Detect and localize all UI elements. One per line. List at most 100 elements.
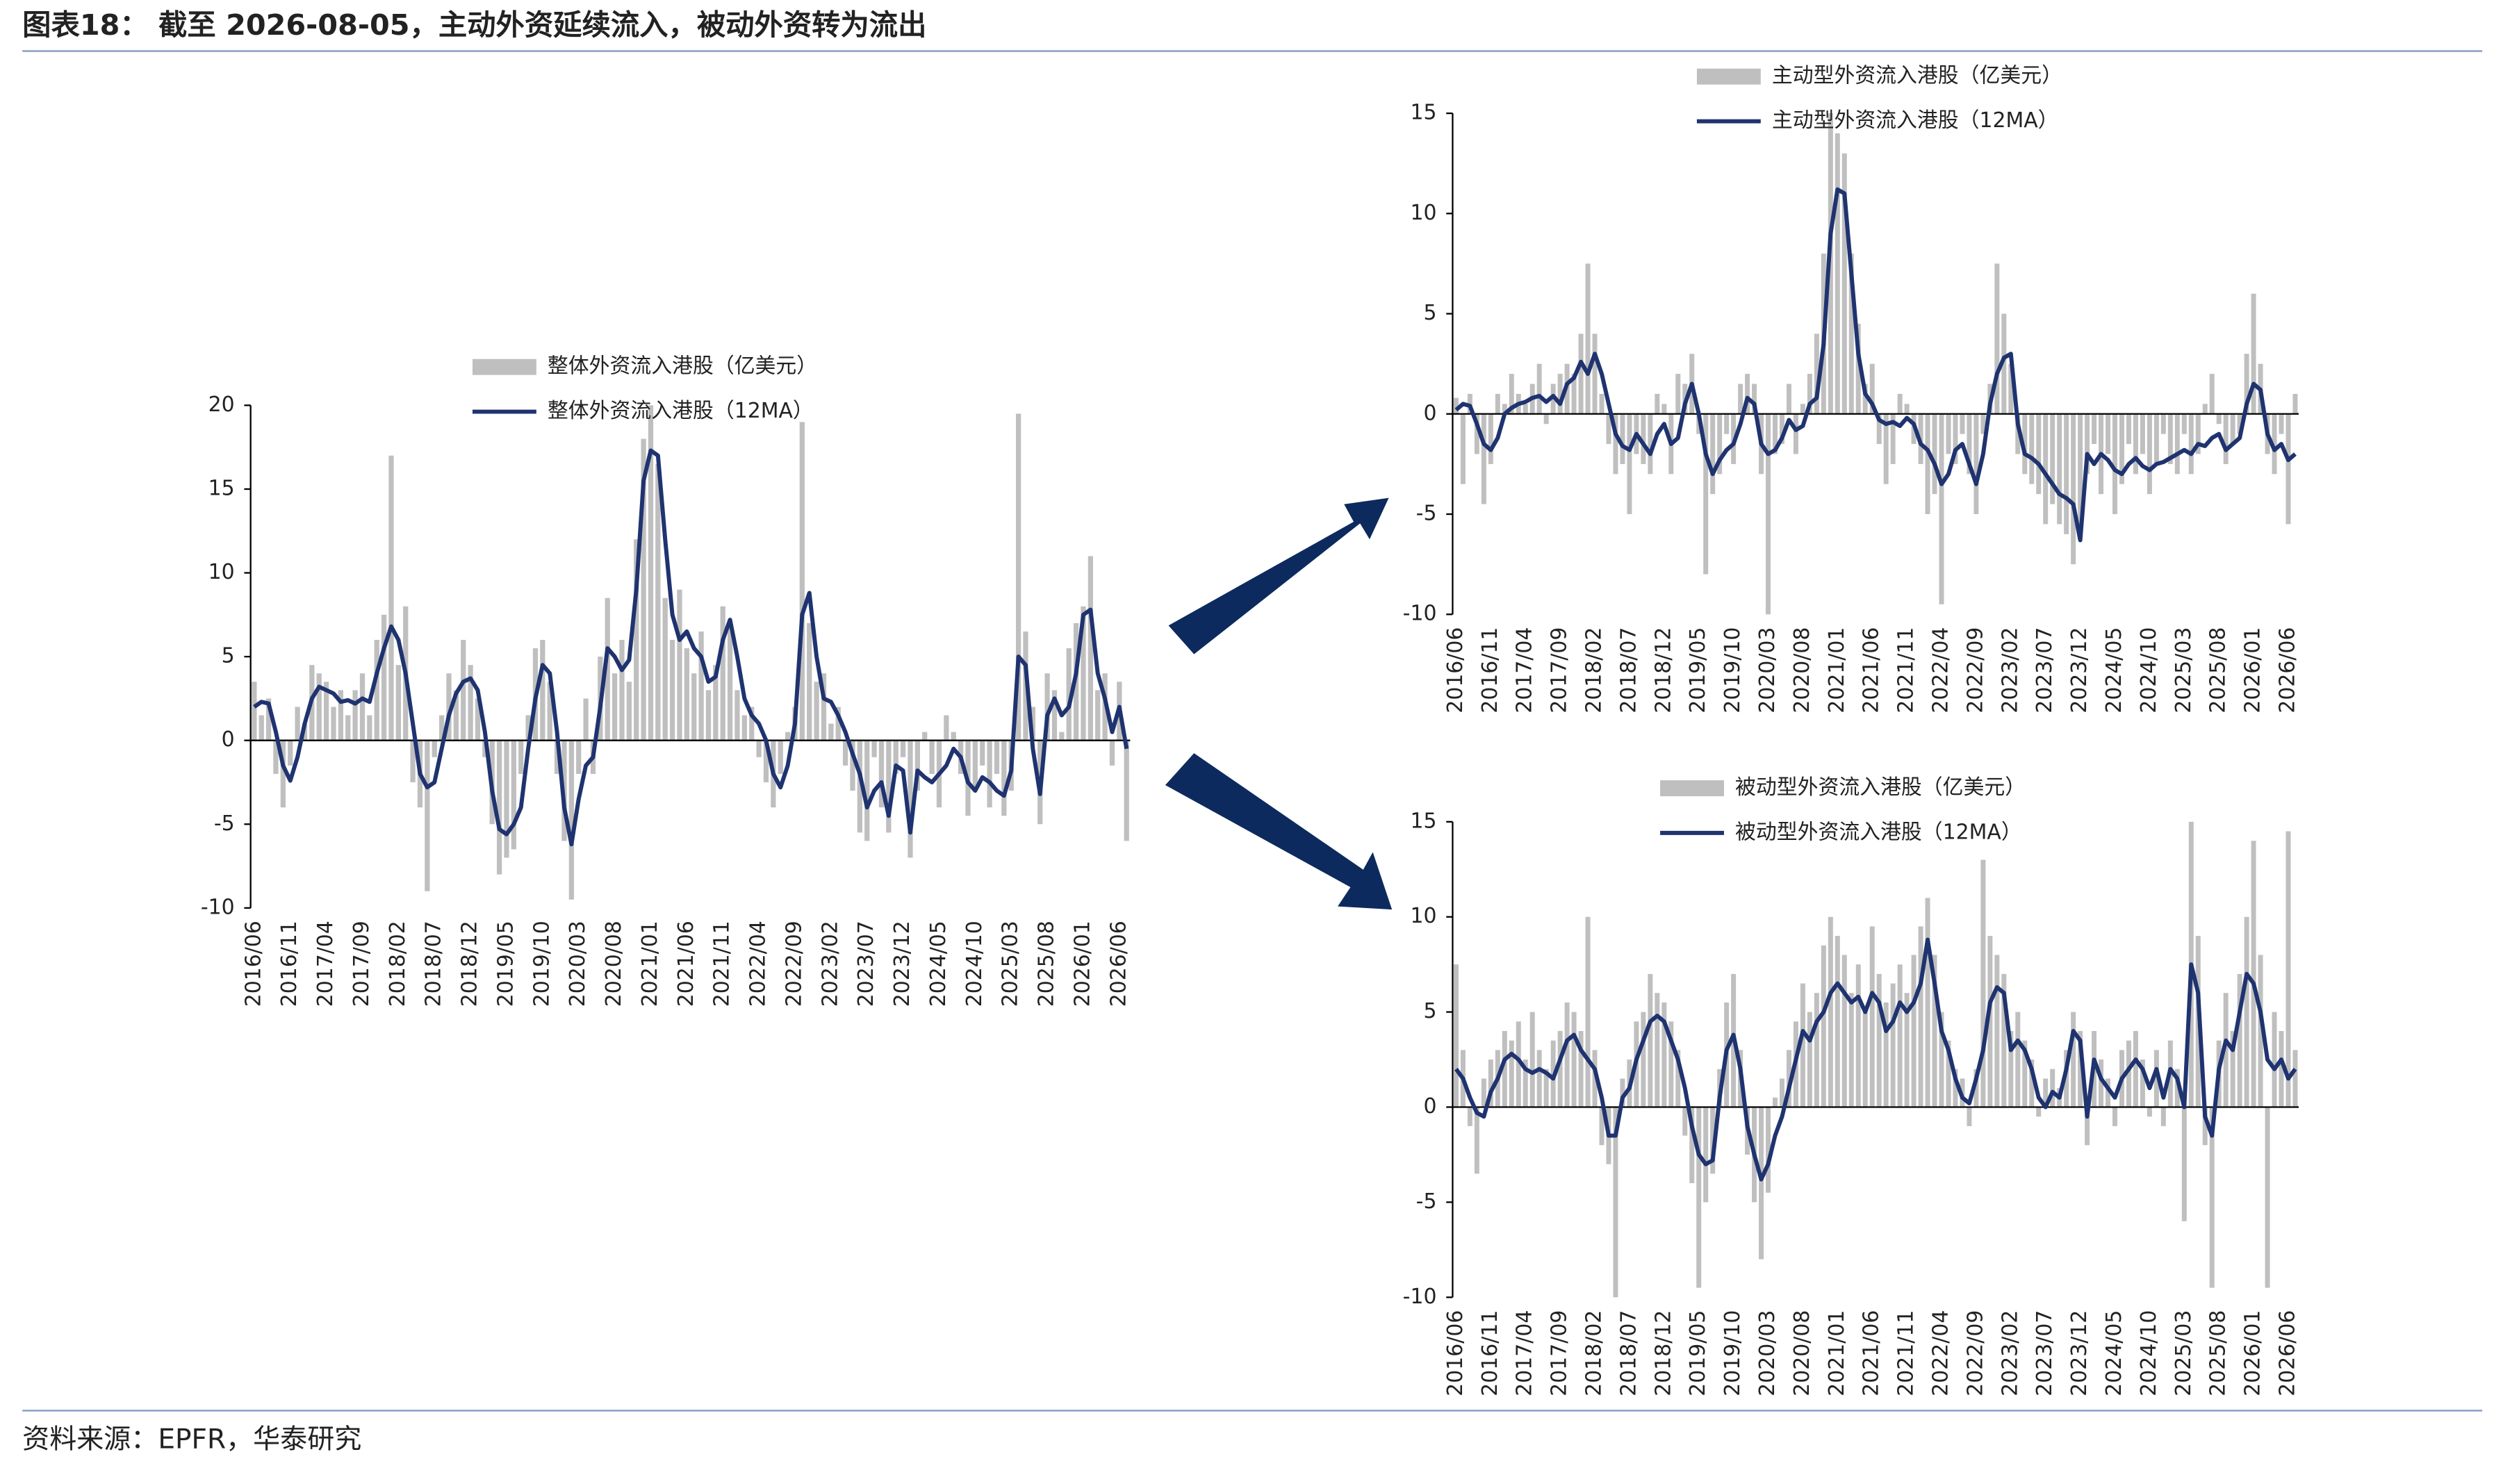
bar [1523,404,1528,414]
legend-label: 被动型外资流入港股（亿美元） [1735,775,2026,800]
x-tick-label: 2023/02 [1998,627,2022,714]
bar [1925,898,1930,1107]
bar [1703,413,1709,575]
bar [900,740,906,757]
bar [1655,993,1660,1107]
bar [634,539,639,741]
bar [2043,1078,2049,1107]
x-tick-label: 2016/06 [1443,627,1468,714]
bar [1488,413,1493,464]
bar [1855,323,1861,414]
y-tick-label: 20 [208,393,235,417]
bar [1661,1002,1667,1107]
bar [1987,936,1993,1107]
bar [2195,413,2201,454]
bar [395,665,401,741]
bar [1599,1107,1605,1146]
bar [1869,363,1875,414]
x-tick-label: 2021/01 [1825,1310,1849,1396]
bar [410,740,416,782]
bar [1793,413,1798,454]
x-tick-label: 2024/10 [2137,1310,2161,1396]
y-tick-label: 0 [1423,401,1436,425]
bar [835,707,841,741]
bar [1980,859,1986,1107]
bar [705,690,712,741]
bar [756,740,762,757]
x-tick-label: 2025/08 [2206,627,2231,714]
bar [2140,1060,2145,1107]
bar [1682,1107,1688,1136]
bar [1862,1012,1868,1107]
bar [1051,690,1058,741]
bar [1932,413,1937,495]
bar [583,698,589,741]
bar [1578,1030,1584,1107]
bar [1474,413,1479,454]
bar [2153,413,2159,464]
bar [1807,1012,1812,1107]
bar [713,665,719,741]
bar [1488,1060,1493,1107]
legend-label: 整体外资流入港股（亿美元） [548,354,817,379]
bar [1738,384,1743,414]
bar [1592,1050,1598,1107]
bar [2167,413,2173,464]
bar [2078,1030,2083,1107]
x-tick-label: 2021/01 [638,921,662,1007]
bar [2285,413,2291,525]
bar [1835,936,1840,1107]
x-tick-label: 2024/10 [2137,627,2161,714]
bar [1835,133,1840,414]
bar [1523,1060,1528,1107]
y-tick-label: 5 [1423,301,1436,325]
bar [2174,1069,2180,1107]
bar [951,732,956,741]
bar [828,723,834,741]
bar [619,640,625,741]
bar [1543,1069,1549,1107]
x-tick-label: 2016/06 [1443,1310,1468,1396]
bar [1502,404,1507,414]
bar [2085,1107,2090,1146]
bar [1883,413,1889,484]
y-tick-label: -5 [1416,502,1437,526]
legend-label: 主动型外资流入港股（亿美元） [1772,64,2062,88]
bar [2085,413,2090,475]
x-tick-label: 2018/07 [422,921,446,1007]
bar [2202,404,2208,414]
bar [914,740,920,791]
legend-swatch [472,358,536,375]
bar [2071,1012,2076,1107]
x-tick-label: 2021/06 [1860,1310,1884,1396]
bar [1689,1107,1695,1184]
bar [2126,1040,2131,1107]
bar [1641,413,1646,464]
x-tick-label: 2024/05 [926,921,951,1007]
bar [821,673,827,741]
x-tick-label: 2025/03 [2172,1310,2196,1396]
x-tick-label: 2019/10 [530,921,554,1007]
bar [655,463,661,741]
bar [1481,1078,1486,1107]
bar [1571,1012,1577,1107]
bar [1571,374,1577,414]
bar [677,589,682,741]
bar [2237,973,2242,1107]
ma-line [1454,187,2297,543]
bar [2050,1069,2055,1107]
x-tick-label: 2024/05 [2102,1310,2126,1396]
bar [1960,413,1965,434]
bar [2029,1060,2035,1107]
bar [345,715,351,741]
bar [2147,413,2152,495]
bar [1766,413,1771,615]
bar [1939,1012,1944,1107]
bar [1613,1107,1618,1298]
ma-line [1454,937,2297,1182]
bar [908,740,913,858]
y-tick-label: -10 [1403,602,1437,626]
bar [1973,1069,1979,1107]
